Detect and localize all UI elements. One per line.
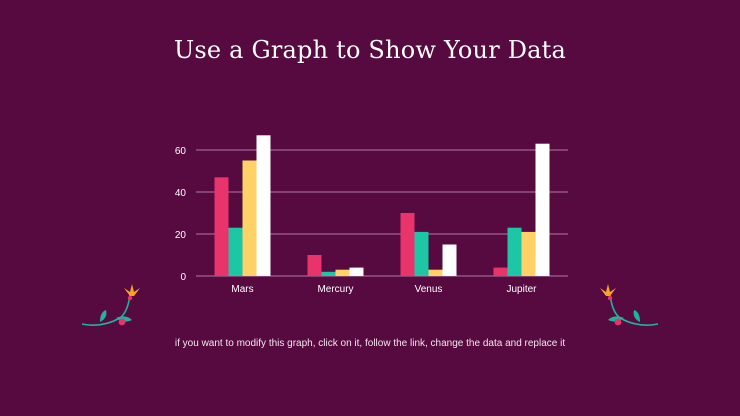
bar xyxy=(428,269,443,276)
bar xyxy=(535,143,550,276)
slide-title: Use a Graph to Show Your Data xyxy=(173,36,567,64)
y-tick-label: 40 xyxy=(175,188,187,199)
bar xyxy=(214,177,229,276)
y-axis-tick-labels: 0 20 40 60 xyxy=(175,146,187,283)
bar xyxy=(335,269,350,276)
right-flower-sprig-icon xyxy=(600,284,659,326)
x-axis-tick-labels: Mars Mercury Venus Jupiter xyxy=(231,284,537,295)
bar xyxy=(242,160,257,276)
bar xyxy=(400,213,415,276)
bar xyxy=(493,267,508,276)
bar xyxy=(321,271,336,276)
footer-note: if you want to modify this graph, click … xyxy=(174,338,566,349)
x-tick-label: Venus xyxy=(415,284,443,295)
bar xyxy=(349,267,364,276)
bar xyxy=(307,255,322,276)
y-tick-label: 20 xyxy=(175,230,187,241)
bar xyxy=(521,231,536,276)
x-tick-label: Mercury xyxy=(317,284,353,295)
x-tick-label: Jupiter xyxy=(506,284,537,295)
bar xyxy=(228,227,243,276)
bar xyxy=(507,227,522,276)
bar xyxy=(442,244,457,276)
bar xyxy=(414,231,429,276)
x-tick-label: Mars xyxy=(231,284,253,295)
left-flower-sprig-icon xyxy=(81,284,140,326)
y-tick-label: 0 xyxy=(180,272,186,283)
y-tick-label: 60 xyxy=(175,146,187,157)
bars xyxy=(214,135,550,276)
bar xyxy=(256,135,271,276)
